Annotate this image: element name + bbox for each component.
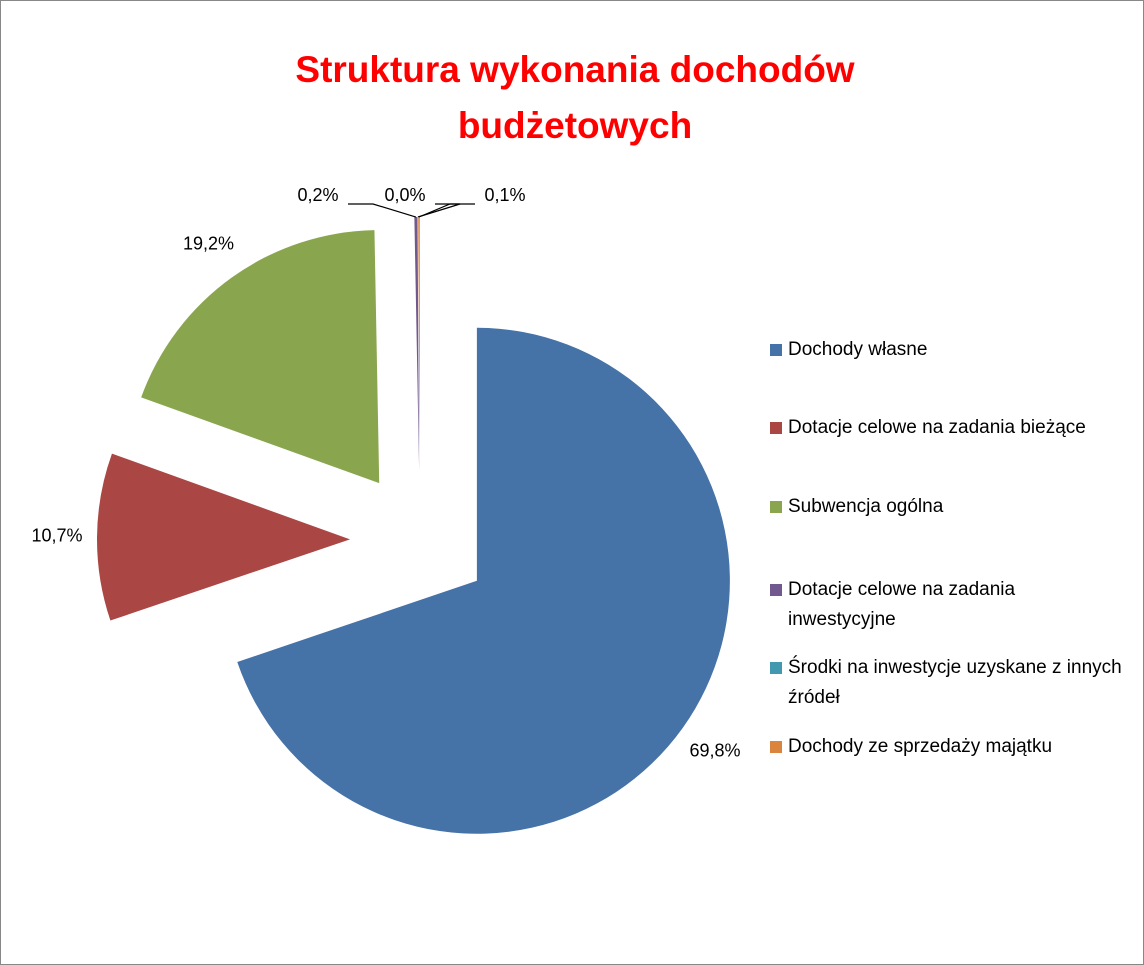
data-label: 19,2% [183,234,234,254]
legend-swatch [770,584,782,596]
pie-slice [418,217,420,471]
pie-slice [97,453,351,621]
pie-slice [414,217,420,471]
data-label: 0,0% [384,185,425,205]
data-label: 0,2% [297,185,338,205]
legend-swatch [770,422,782,434]
legend-label: Dotacje celowe na zadania bieżące [788,417,1086,438]
pie-slice [141,230,380,484]
leader-line [418,203,475,218]
data-label: 10,7% [31,525,82,545]
legend-swatch [770,662,782,674]
legend-swatch [770,344,782,356]
data-label: 0,1% [484,185,525,205]
data-label: 69,8% [689,740,740,760]
legend-label: Dochody ze sprzedaży majątku [788,736,1053,757]
legend-label: Dochody własne [788,339,928,360]
leader-line [348,203,417,218]
legend-label: Dotacje celowe na zadania inwestycyjne [788,579,1016,630]
legend-swatch [770,501,782,513]
legend-label: Subwencja ogólna [788,496,944,517]
chart-title: Struktura wykonania dochodów budżetowych [295,49,855,146]
pie-slice [237,327,730,834]
legend-label: Środki na inwestycje uzyskane z innych ź… [788,657,1122,708]
legend-swatch [770,741,782,753]
